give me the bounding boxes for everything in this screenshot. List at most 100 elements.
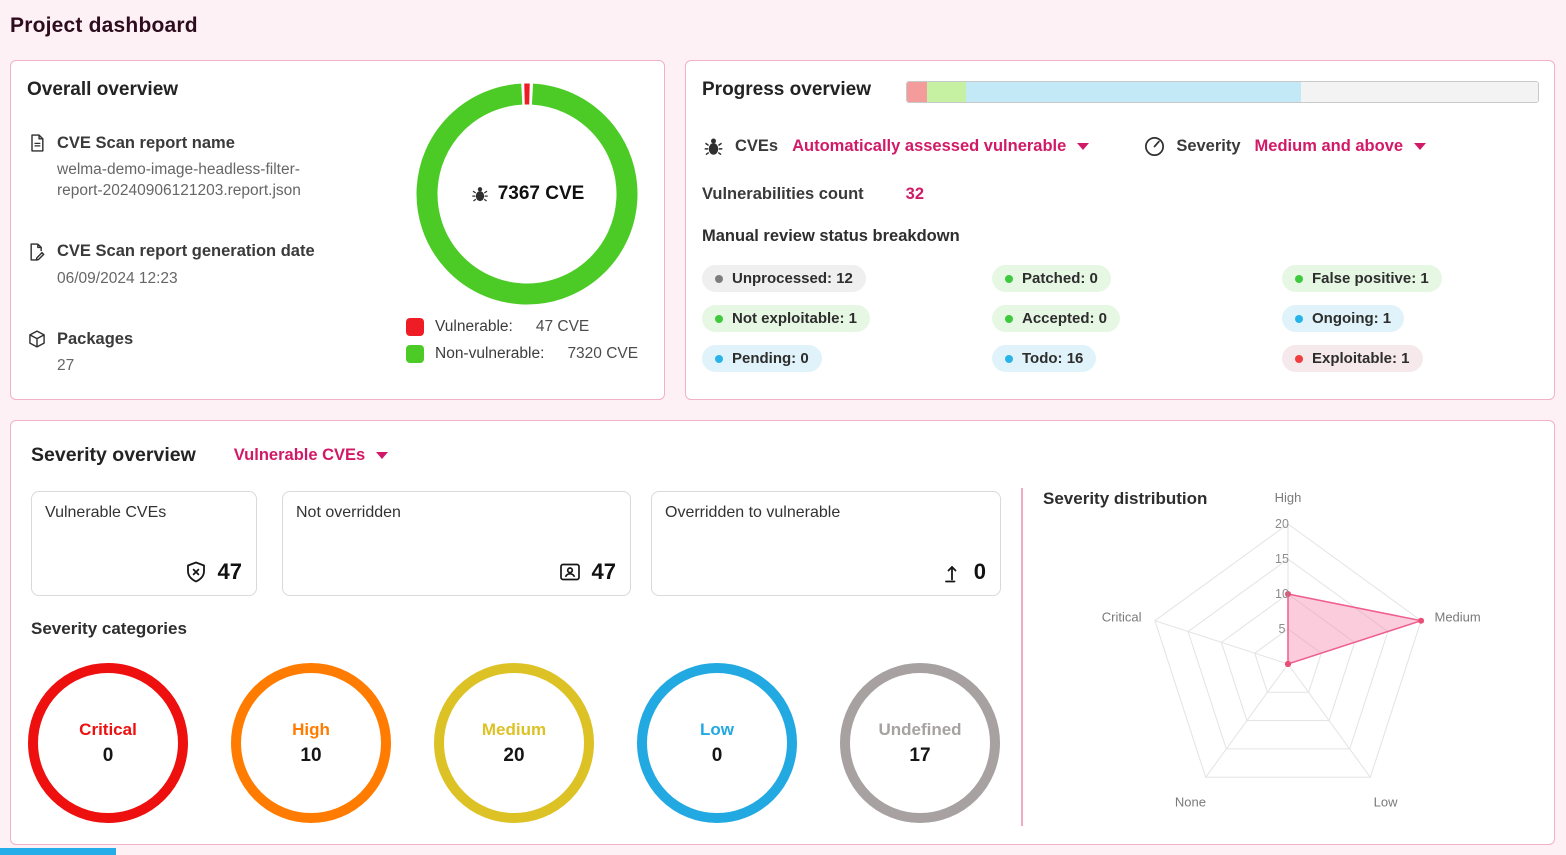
report-field-value: 06/09/2024 12:23 [57, 269, 178, 287]
severity-circle-label: Critical [79, 719, 137, 739]
progress-segment-unprocessed [1301, 82, 1538, 102]
stat-box-2: Not overridden 47 [282, 491, 631, 596]
stat-box-3: Overridden to vulnerable 0 [651, 491, 1001, 596]
severity-circle-value: 10 [300, 744, 322, 766]
severity-circle-row: Critical 0 High 10 Medium 20 Low 0 Undefined 17 [28, 663, 1043, 823]
svg-text:15: 15 [1275, 552, 1289, 566]
svg-text:5: 5 [1279, 622, 1286, 636]
svg-text:Critical: Critical [1102, 609, 1142, 624]
assessment-progress-bar [906, 81, 1539, 103]
status-dot [1005, 314, 1013, 323]
override-icon [940, 560, 964, 584]
status-pill-label: Exploitable: 1 [1312, 350, 1410, 367]
stat-box-number: 0 [973, 559, 986, 584]
severity-categories-title: Severity categories [31, 619, 187, 638]
severity-radar-chart: 5 10 15 20 High Medium Low None Critical [1102, 491, 1481, 809]
status-pill-label: Patched: 0 [1022, 270, 1098, 287]
stat-box-number: 47 [217, 559, 242, 584]
severity-circle-label: High [292, 719, 330, 739]
severity-stat-row: Vulnerable CVEs 47 Not overridden 47 Overrid… [31, 491, 1001, 596]
filter-row: CVEs Automatically assessed vulnerable S… [702, 135, 1427, 158]
severity-circle-label: Low [700, 719, 734, 739]
severity-overview-dropdown[interactable]: Vulnerable CVEs [234, 446, 389, 465]
status-pill-label: False positive: 1 [1312, 270, 1429, 287]
stat-box-value: 47 [558, 559, 616, 585]
cve-donut-svg [416, 83, 638, 305]
severity-circle-value: 0 [711, 744, 723, 766]
legend-swatch [406, 318, 424, 336]
user-card-icon [558, 560, 582, 584]
status-dot [1295, 274, 1303, 283]
status-dot [715, 354, 723, 363]
legend-label: Non-vulnerable: [435, 345, 545, 362]
status-pill-label: Accepted: 0 [1022, 310, 1108, 327]
status-pill: Todo: 16 [992, 345, 1097, 372]
cves-filter-value: Automatically assessed vulnerable [792, 137, 1067, 155]
chevron-down-icon [1077, 143, 1090, 150]
cve-donut-chart: 7367 CVE [415, 82, 639, 306]
status-pill-label: Not exploitable: 1 [732, 310, 858, 327]
report-field-label-text: CVE Scan report name [57, 133, 235, 152]
status-dot [1005, 354, 1013, 363]
donut-legend: Vulnerable: 47 CVE Non-vulnerable: 7320 CVE [406, 318, 638, 372]
status-dot [1295, 314, 1303, 323]
section-divider [1021, 488, 1023, 826]
shield-x-icon [184, 560, 208, 584]
stat-box-value: 47 [184, 559, 242, 585]
donut-center-label: 7367 CVE [415, 82, 639, 306]
vulnerabilities-count-value: 32 [905, 185, 925, 203]
severity-circle-undefined: Undefined 17 [840, 663, 1000, 823]
stat-box-value: 0 [940, 559, 986, 585]
status-pill-label: Todo: 16 [1022, 350, 1084, 367]
overall-overview-card: Overall overview CVE Scan report name wel… [10, 60, 665, 400]
legend-row: Vulnerable: 47 CVE [406, 318, 638, 336]
cves-filter-group: CVEs Automatically assessed vulnerable [702, 135, 1090, 158]
status-pill: Not exploitable: 1 [702, 305, 871, 332]
gauge-icon [1143, 135, 1166, 158]
document-icon [27, 133, 47, 153]
status-pill: Accepted: 0 [992, 305, 1121, 332]
status-pill: Exploitable: 1 [1282, 345, 1423, 372]
svg-text:Medium: Medium [1435, 609, 1481, 624]
status-pill-grid: Unprocessed: 12 Patched: 0 False positive:… [702, 265, 1442, 372]
severity-filter-group: Severity Medium and above [1143, 135, 1427, 158]
bug-icon [702, 135, 725, 158]
progress-overview-card: Progress overview CVEs Automatically ass… [685, 60, 1555, 400]
severity-circle-critical: Critical 0 [28, 663, 188, 823]
overall-overview-title: Overall overview [27, 79, 179, 100]
svg-text:High: High [1275, 491, 1302, 505]
report-field-label: CVE Scan report generation date [27, 242, 357, 262]
document-edit-icon [27, 242, 47, 262]
bug-icon [470, 184, 490, 204]
legend-label: Vulnerable: [435, 318, 513, 335]
vulnerabilities-count-row: Vulnerabilities count 32 [702, 185, 924, 204]
cves-filter-label: CVEs [735, 137, 779, 155]
cves-filter-dropdown[interactable]: Automatically assessed vulnerable [792, 137, 1090, 156]
status-pill-label: Unprocessed: 12 [732, 270, 853, 287]
report-field-value: 27 [57, 357, 75, 375]
progress-segment-assessed-ok [926, 82, 967, 102]
svg-text:Low: Low [1374, 794, 1398, 809]
progress-overview-title: Progress overview [702, 79, 871, 100]
status-dot [715, 274, 723, 283]
svg-text:10: 10 [1275, 587, 1289, 601]
stat-box-number: 47 [591, 559, 616, 584]
severity-overview-title: Severity overview [31, 444, 196, 466]
severity-filter-dropdown[interactable]: Medium and above [1255, 137, 1427, 156]
status-dot [1005, 274, 1013, 283]
status-pill: Ongoing: 1 [1282, 305, 1405, 332]
legend-swatch [406, 345, 424, 363]
status-pill: False positive: 1 [1282, 265, 1442, 292]
severity-distribution-title: Severity distribution [1043, 489, 1208, 508]
status-dot [715, 314, 723, 323]
report-field: CVE Scan report name welma-demo-image-hea… [27, 133, 357, 202]
report-field-label: Packages [27, 329, 357, 349]
status-pill-label: Pending: 0 [732, 350, 809, 367]
severity-circle-value: 0 [102, 744, 114, 766]
svg-text:20: 20 [1275, 517, 1289, 531]
status-pill: Unprocessed: 12 [702, 265, 866, 292]
stat-box-label: Overridden to vulnerable [665, 504, 841, 521]
severity-circle-low: Low 0 [637, 663, 797, 823]
report-field: Packages 27 [27, 329, 357, 377]
severity-circle-label: Medium [481, 719, 547, 739]
